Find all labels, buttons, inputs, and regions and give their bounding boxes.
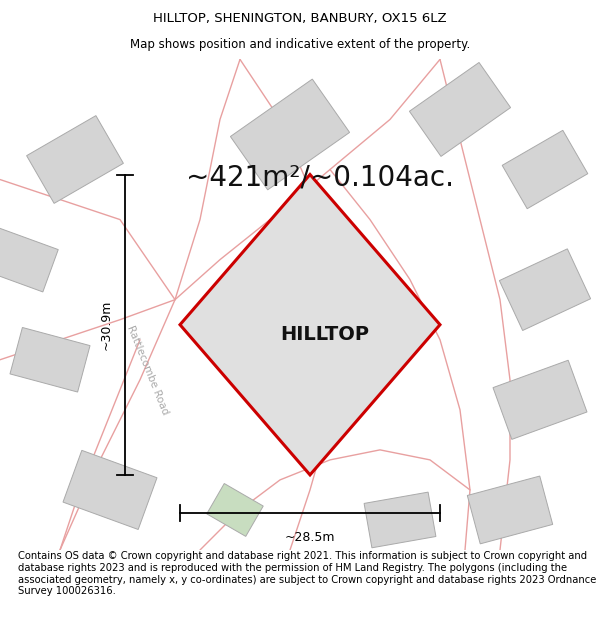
Polygon shape: [364, 492, 436, 548]
Polygon shape: [180, 174, 440, 475]
Polygon shape: [63, 451, 157, 529]
Polygon shape: [467, 476, 553, 544]
Text: ~421m²/~0.104ac.: ~421m²/~0.104ac.: [186, 164, 454, 191]
Polygon shape: [0, 228, 58, 292]
Text: Contains OS data © Crown copyright and database right 2021. This information is : Contains OS data © Crown copyright and d…: [18, 551, 596, 596]
Polygon shape: [409, 62, 511, 156]
Polygon shape: [10, 328, 90, 392]
Text: Rattlecombe Road: Rattlecombe Road: [125, 324, 170, 416]
Polygon shape: [499, 249, 590, 331]
Polygon shape: [502, 131, 588, 209]
Text: HILLTOP, SHENINGTON, BANBURY, OX15 6LZ: HILLTOP, SHENINGTON, BANBURY, OX15 6LZ: [153, 11, 447, 24]
Text: ~30.9m: ~30.9m: [100, 299, 113, 350]
Text: ~28.5m: ~28.5m: [285, 531, 335, 544]
Polygon shape: [493, 360, 587, 439]
Polygon shape: [26, 116, 124, 203]
Text: HILLTOP: HILLTOP: [281, 325, 370, 344]
Polygon shape: [207, 484, 263, 536]
Polygon shape: [230, 79, 350, 190]
Text: Map shows position and indicative extent of the property.: Map shows position and indicative extent…: [130, 38, 470, 51]
